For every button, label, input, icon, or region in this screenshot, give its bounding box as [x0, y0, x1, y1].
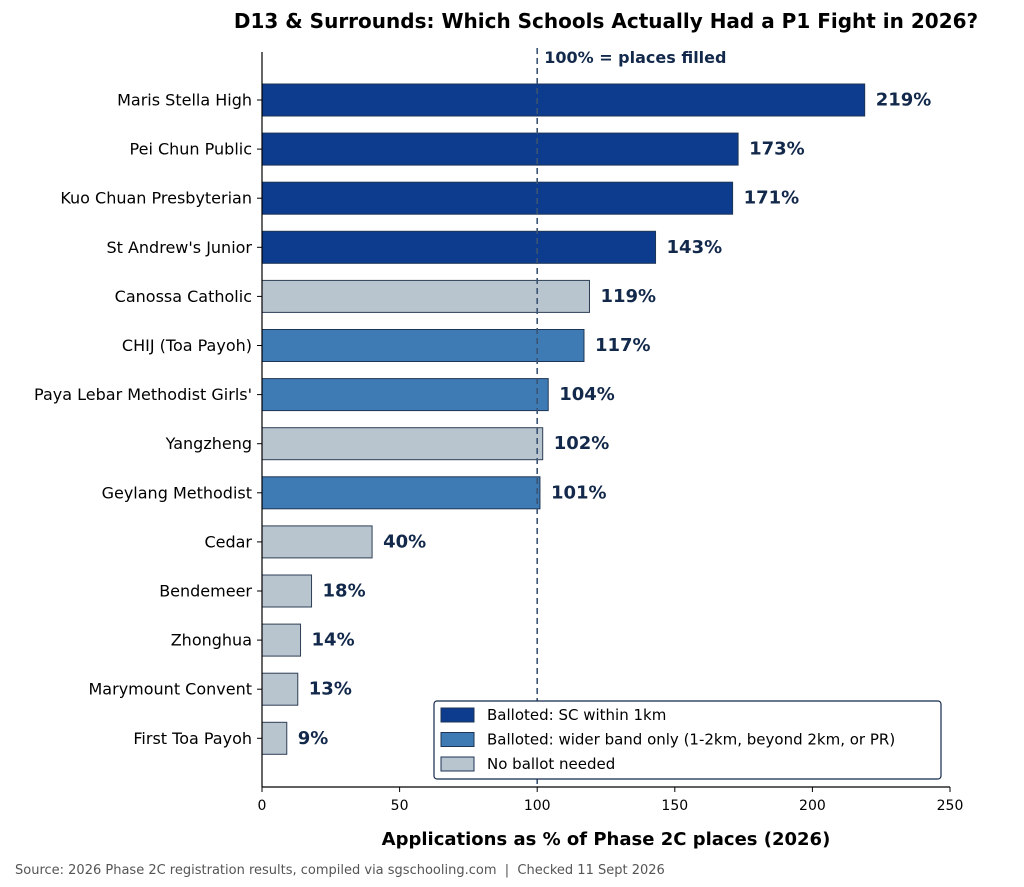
category-label-12: Marymount Convent: [89, 680, 253, 699]
category-label-8: Geylang Methodist: [102, 483, 252, 502]
category-label-11: Zhonghua: [171, 631, 252, 650]
x-tick-label-3: 150: [661, 798, 688, 814]
bar-1: [261, 132, 739, 166]
bar-9: [261, 525, 373, 559]
legend-label-sc: Balloted: SC within 1km: [487, 706, 666, 724]
bar-13: [261, 721, 288, 755]
value-label-8: 101%: [551, 482, 607, 503]
legend-label-wide: Balloted: wider band only (1-2km, beyond…: [487, 731, 895, 749]
value-label-4: 119%: [600, 286, 656, 307]
value-label-3: 143%: [667, 237, 723, 258]
chart-title: D13 & Surrounds: Which Schools Actually …: [234, 9, 978, 33]
category-label-13: First Toa Payoh: [133, 729, 252, 748]
source-note: Source: 2026 Phase 2C registration resul…: [15, 863, 665, 878]
bar-3: [261, 230, 657, 264]
value-label-0: 219%: [876, 90, 932, 111]
category-label-4: Canossa Catholic: [115, 287, 252, 306]
legend-swatch-none: [440, 756, 475, 772]
category-label-10: Bendemeer: [159, 582, 252, 601]
value-label-5: 117%: [595, 335, 651, 356]
x-tick-label-1: 50: [391, 798, 409, 814]
category-label-6: Paya Lebar Methodist Girls': [34, 385, 252, 404]
bar-2: [261, 181, 734, 215]
legend-box: [433, 700, 942, 780]
bar-10: [261, 574, 313, 608]
value-label-12: 13%: [309, 679, 352, 700]
legend-swatch-wide: [440, 732, 475, 747]
legend-label-none: No ballot needed: [487, 755, 615, 773]
value-label-10: 18%: [323, 581, 366, 602]
x-tick-label-5: 250: [937, 798, 964, 814]
value-label-2: 171%: [744, 188, 800, 209]
value-label-11: 14%: [312, 630, 355, 651]
bar-5: [261, 329, 585, 362]
bars-layer: [261, 83, 866, 755]
category-label-3: St Andrew's Junior: [106, 238, 252, 257]
bar-12: [261, 672, 299, 706]
value-label-13: 9%: [298, 728, 329, 749]
value-labels: 219% 173% 171% 143% 119% 117% 104% 102% 101% 40% 1…: [298, 90, 932, 749]
category-label-9: Cedar: [204, 532, 252, 551]
legend-items: Balloted: SC within 1km Balloted: wider b…: [440, 706, 895, 773]
category-label-5: CHIJ (Toa Payoh): [122, 336, 252, 355]
value-label-6: 104%: [559, 384, 615, 405]
value-label-7: 102%: [554, 433, 610, 454]
reference-line-label: 100% = places filled: [544, 48, 726, 67]
bar-4: [261, 279, 590, 313]
value-label-1: 173%: [749, 139, 805, 160]
legend: Balloted: SC within 1km Balloted: wider b…: [433, 700, 942, 780]
bar-8: [261, 476, 541, 510]
x-axis-title: Applications as % of Phase 2C places (20…: [382, 829, 831, 850]
bar-6: [261, 378, 549, 412]
x-axis-ticks: 0 50 100 150 200 250: [258, 787, 964, 814]
bar-11: [261, 623, 302, 657]
category-label-2: Kuo Chuan Presbyterian: [60, 189, 252, 208]
category-label-0: Maris Stella High: [117, 91, 252, 110]
category-labels: Maris Stella High Pei Chun Public Kuo Chua…: [34, 91, 262, 748]
legend-swatch-sc: [440, 707, 475, 723]
x-tick-label-0: 0: [258, 798, 267, 814]
bar-0: [261, 83, 866, 117]
x-tick-label-4: 200: [799, 798, 826, 814]
x-tick-label-2: 100: [524, 798, 551, 814]
bar-7: [261, 427, 544, 461]
category-label-1: Pei Chun Public: [130, 140, 252, 159]
value-label-9: 40%: [383, 531, 426, 552]
category-label-7: Yangzheng: [165, 434, 252, 453]
